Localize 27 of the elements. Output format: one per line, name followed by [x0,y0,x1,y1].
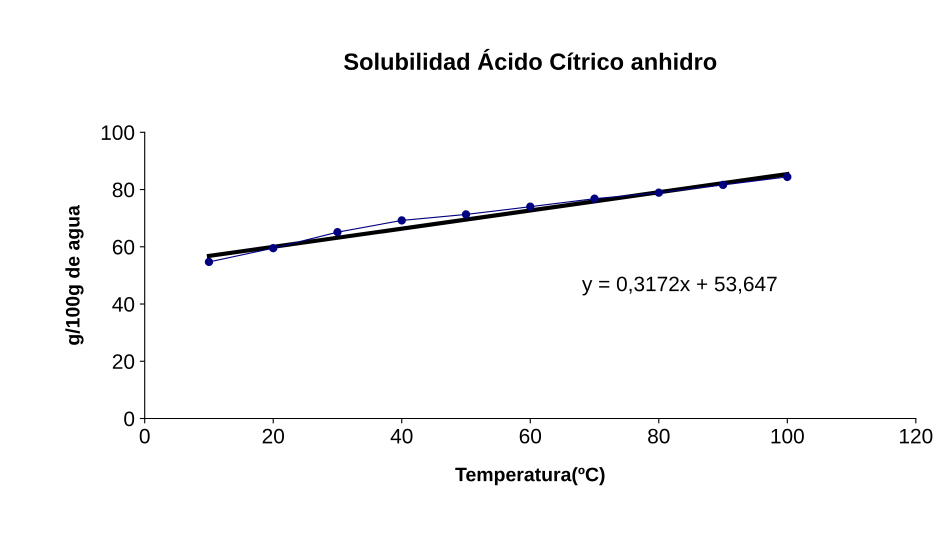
point [718,180,728,190]
x-tick-label: 100 [772,428,804,444]
point [333,228,342,236]
point [590,194,599,203]
point [462,210,470,219]
x-tick-label: 0 [140,428,150,444]
x-tick-label: 40 [390,428,413,444]
y-axis-title: g/100g de agua [65,205,84,345]
point [398,216,406,225]
x-tick-label: 80 [648,428,670,444]
y-tick-label: 60 [112,240,134,255]
x-axis-title: Temperatura(ºC) [455,467,605,486]
point [269,244,278,252]
x-tick-label: 120 [900,428,932,444]
chart-title: Solubilidad Ácido Cítrico anhidro [344,48,716,70]
x-tick-label: 20 [262,428,284,444]
point [204,258,214,266]
point [654,188,663,197]
y-tick-label: 0 [124,412,134,426]
y-tick-label: 20 [112,354,134,370]
annotation: y = 0,3172x + 53,647 [582,276,777,296]
x-tick-label: 60 [520,428,542,444]
point [526,202,534,211]
y-tick-label: 80 [112,182,134,198]
y-tick-label: 100 [102,125,134,140]
point [783,172,792,182]
y-tick-label: 40 [112,297,134,312]
